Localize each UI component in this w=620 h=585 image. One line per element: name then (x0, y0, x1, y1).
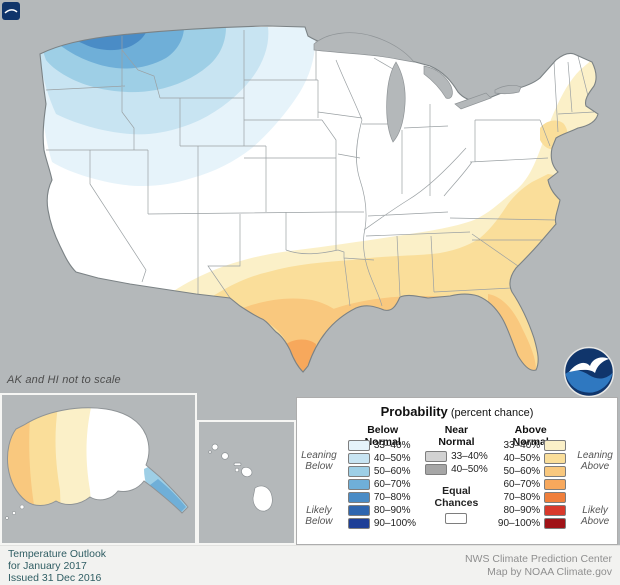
legend-row: 50–60% (495, 465, 567, 478)
footer-title-line3: Issued 31 Dec 2016 (8, 572, 102, 584)
lake-ontario (494, 84, 522, 95)
legend-row: 33–40% (425, 450, 488, 463)
legend-row: 40–50% (495, 452, 567, 465)
legend-row: 40–50% (347, 452, 418, 465)
alaska-below-60-70 (150, 479, 186, 513)
conus-map (39, 25, 599, 373)
lake-erie (454, 92, 492, 110)
great-lakes (313, 32, 522, 143)
below-group-labels: Leaning Below Likely Below (297, 439, 341, 549)
noaa-seal-wave (565, 370, 613, 393)
legend-title-main: Probability (380, 404, 448, 419)
legend-title: Probability (percent chance) (297, 404, 617, 419)
corner-logo (2, 2, 22, 22)
legend-row: 33–40% (347, 439, 418, 452)
below-swatch-6 (347, 518, 370, 529)
above-swatch-6 (544, 518, 567, 529)
alaska-map (2, 395, 195, 543)
footer-title: Temperature Outlook for January 2017 Iss… (8, 548, 106, 584)
aleutian-islands (5, 504, 25, 520)
equal-chances-swatch (445, 513, 468, 524)
footer-credit-line2: Map by NOAA Climate.gov (487, 566, 612, 578)
hawaii-islands (208, 443, 273, 512)
hawaii-inset (197, 420, 296, 545)
below-normal-column: Below Normal 33–40% 40–50% 50–60% 60–70%… (347, 424, 418, 549)
likely-above-label: Likely Above (580, 505, 610, 527)
corner-logo-swoosh-icon (4, 9, 18, 14)
likely-below-label: Likely Below (305, 505, 333, 527)
near-normal-column: Near Normal 33–40% 40–50% Equal Chances (425, 424, 489, 549)
above-swatch-0 (544, 440, 567, 451)
alaska-inset (0, 393, 197, 545)
below-swatch-1 (347, 453, 370, 464)
legend-row: 70–80% (495, 491, 567, 504)
hawaii-inset-background (199, 422, 294, 543)
above-swatch-3 (544, 479, 567, 490)
legend-row: 70–80% (347, 491, 418, 504)
conus-map-area (39, 25, 599, 373)
below-swatch-2 (347, 466, 370, 477)
leaning-below-label: Leaning Below (301, 450, 337, 472)
legend-row: 50–60% (347, 465, 418, 478)
scale-note: AK and HI not to scale (7, 374, 121, 386)
equal-chances-label: Equal Chances (434, 485, 479, 509)
legend-row: 33–40% (495, 439, 567, 452)
footer-credit-line1: NWS Climate Prediction Center (464, 553, 612, 565)
state-borders (45, 30, 595, 307)
below-swatch-5 (347, 505, 370, 516)
hawaii-map (199, 422, 294, 543)
corner-logo-square (2, 2, 20, 20)
legend-row: 60–70% (495, 478, 567, 491)
above-normal-header: Above Normal (512, 424, 549, 448)
legend-panel: Probability (percent chance) Leaning Bel… (296, 397, 618, 545)
lake-superior (313, 32, 415, 63)
noaa-seal (563, 346, 615, 398)
above-group-labels: Leaning Above Likely Above (573, 439, 617, 549)
footer-title-line1: Temperature Outlook (8, 548, 107, 560)
legend-row: 90–100% (347, 517, 418, 530)
above-swatch-1 (544, 453, 567, 464)
below-normal-header: Below Normal (364, 424, 401, 448)
near-swatch-0 (425, 451, 448, 462)
legend-row: 40–50% (425, 463, 488, 476)
below-swatch-0 (347, 440, 370, 451)
leaning-above-label: Leaning Above (577, 450, 613, 472)
legend-row: 90–100% (495, 517, 567, 530)
near-normal-header: Near Normal (438, 424, 475, 448)
lake-huron (423, 65, 453, 99)
legend-row: 60–70% (347, 478, 418, 491)
legend-row: 80–90% (347, 504, 418, 517)
above-swatch-2 (544, 466, 567, 477)
footer-credit: NWS Climate Prediction Center Map by NOA… (465, 553, 612, 579)
above-normal-column: Above Normal 33–40% 40–50% 50–60% 60–70%… (495, 424, 567, 549)
footer: Temperature Outlook for January 2017 Iss… (0, 545, 620, 585)
legend-row: 80–90% (495, 504, 567, 517)
near-swatch-1 (425, 464, 448, 475)
below-swatch-4 (347, 492, 370, 503)
above-swatch-5 (544, 505, 567, 516)
below-swatch-3 (347, 479, 370, 490)
noaa-seagull-icon (569, 357, 609, 373)
legend-title-note: (percent chance) (450, 407, 534, 419)
lake-michigan (386, 61, 406, 143)
noaa-logo (563, 346, 615, 398)
above-swatch-4 (544, 492, 567, 503)
footer-title-line2: for January 2017 (8, 560, 87, 572)
